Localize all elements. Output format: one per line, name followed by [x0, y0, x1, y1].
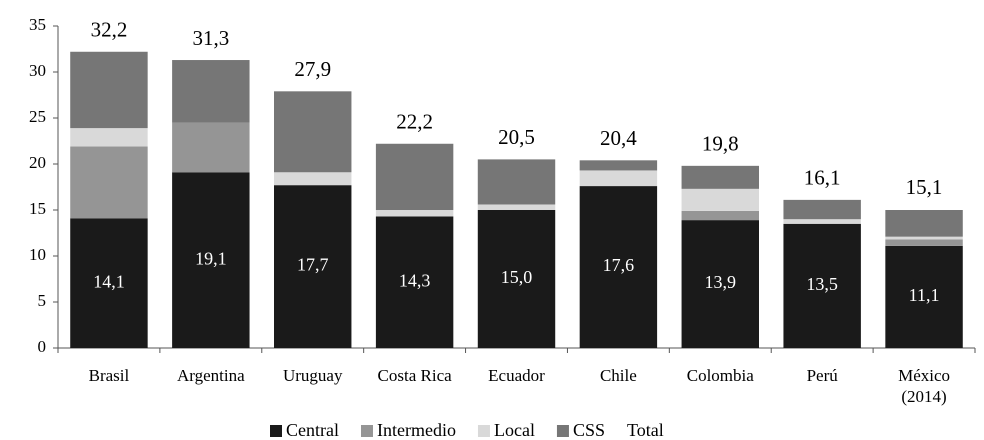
y-tick-label: 20	[29, 153, 46, 172]
legend-label: Central	[286, 420, 339, 440]
y-tick-label: 5	[38, 291, 47, 310]
legend-label: Local	[494, 420, 535, 440]
bar-segment	[783, 199, 861, 220]
bar-segment	[70, 146, 148, 219]
bar-segment	[681, 165, 759, 189]
x-tick-label: Uruguay	[282, 366, 343, 385]
total-label: 32,2	[91, 18, 128, 42]
total-label: 31,3	[192, 26, 229, 50]
x-tick-label: Colombia	[686, 366, 754, 385]
x-tick-label: Chile	[599, 366, 637, 385]
bar-segment	[172, 122, 250, 173]
bar-segment	[70, 218, 148, 348]
bar-segment	[681, 210, 759, 221]
bar-segment	[375, 143, 454, 210]
y-tick-label: 30	[29, 61, 46, 80]
y-tick-label: 25	[29, 107, 46, 126]
total-label: 22,2	[396, 110, 433, 134]
legend-label: Total	[627, 420, 664, 440]
total-label: 19,8	[702, 132, 739, 156]
value-label: 11,1	[909, 285, 940, 305]
bar-segment	[681, 188, 759, 211]
bar-segment	[172, 172, 250, 348]
value-label: 15,0	[501, 267, 533, 287]
bar-segment	[477, 210, 556, 348]
x-tick-label: Brasil	[88, 366, 130, 385]
bar-segment	[375, 216, 454, 348]
total-label: 16,1	[804, 166, 841, 190]
bar-segment	[477, 159, 556, 205]
bar-segment	[885, 210, 963, 237]
bar-segment	[783, 219, 861, 224]
total-label: 20,4	[600, 126, 637, 150]
value-label: 14,1	[93, 271, 125, 291]
y-tick-label: 15	[29, 199, 46, 218]
bar-segment	[579, 186, 658, 348]
x-tick-label: México (2014)	[898, 366, 951, 406]
bar-segment	[885, 236, 963, 240]
bar-segment	[783, 223, 861, 348]
y-tick-label: 35	[29, 15, 46, 34]
x-tick-label: Ecuador	[488, 366, 545, 385]
total-label: 20,5	[498, 125, 535, 149]
value-label: 14,3	[399, 270, 431, 290]
x-tick-label: Perú	[806, 366, 838, 385]
total-label: 15,1	[906, 175, 943, 199]
y-tick-label: 10	[29, 245, 46, 264]
legend-swatch	[556, 425, 569, 437]
bar-segment	[70, 51, 148, 129]
legend-label: Intermedio	[377, 420, 456, 440]
bar-segment	[172, 60, 250, 123]
legend-swatch	[477, 425, 490, 437]
bar-segment	[885, 239, 963, 246]
value-label: 13,5	[806, 274, 838, 294]
bar-segment	[579, 170, 658, 187]
bar-segment	[274, 172, 352, 186]
y-tick-label: 0	[38, 337, 47, 356]
bar-segment	[885, 245, 963, 348]
bar-segment	[579, 160, 658, 171]
value-label: 13,9	[705, 272, 737, 292]
bar-segment	[375, 210, 454, 217]
legend-swatch	[270, 425, 282, 437]
bar-segment	[274, 185, 352, 348]
bar-segment	[70, 128, 148, 147]
value-label: 19,1	[195, 248, 227, 268]
legend-label: CSS	[573, 420, 605, 440]
value-label: 17,7	[297, 255, 329, 275]
value-label: 17,6	[603, 255, 635, 275]
bar-segment	[681, 220, 759, 348]
x-tick-label: Costa Rica	[377, 366, 452, 385]
legend-swatch	[360, 425, 373, 437]
bar-segment	[477, 204, 556, 210]
bar-segment	[274, 91, 352, 173]
x-tick-label: Argentina	[176, 366, 245, 385]
total-label: 27,9	[294, 57, 331, 81]
